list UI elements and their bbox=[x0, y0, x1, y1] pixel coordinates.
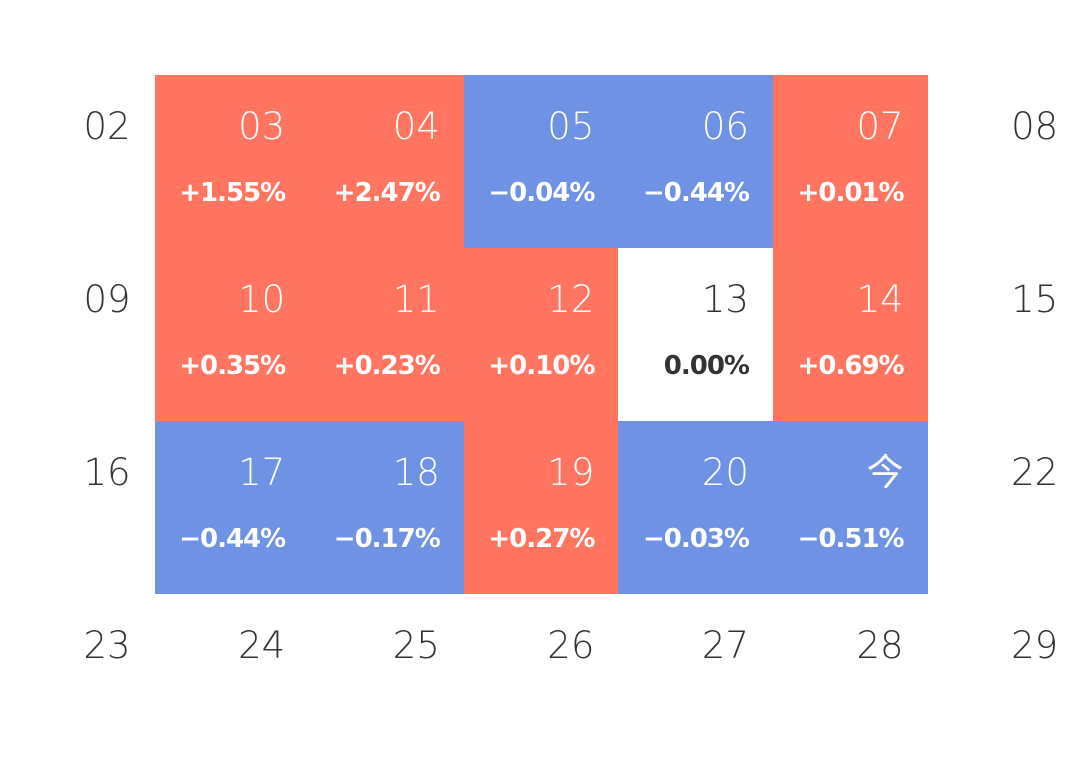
change-label: +2.47% bbox=[333, 178, 441, 208]
day-label: 24 bbox=[238, 624, 286, 667]
day-cell[interactable]: 05 −0.04% bbox=[463, 75, 619, 248]
day-cell[interactable]: 15 bbox=[928, 248, 1074, 421]
day-cell[interactable]: 23 bbox=[0, 594, 155, 767]
change-label: +0.35% bbox=[179, 351, 286, 381]
day-cell[interactable]: 13 0.00% bbox=[618, 248, 773, 421]
day-label: 14 bbox=[856, 278, 904, 321]
day-cell[interactable]: 14 +0.69% bbox=[773, 248, 928, 421]
day-cell[interactable]: 28 bbox=[773, 594, 928, 767]
day-cell[interactable]: 18 −0.17% bbox=[309, 421, 464, 594]
day-label: 27 bbox=[701, 624, 749, 667]
day-label: 06 bbox=[701, 105, 749, 148]
day-cell[interactable]: 17 −0.44% bbox=[154, 421, 310, 594]
day-cell[interactable]: 03 +1.55% bbox=[154, 75, 310, 248]
day-cell[interactable]: 16 bbox=[0, 421, 155, 594]
change-label: +0.23% bbox=[333, 351, 441, 381]
change-label: +0.10% bbox=[488, 351, 595, 381]
day-cell[interactable]: 10 +0.35% bbox=[154, 248, 310, 421]
change-label: +0.01% bbox=[797, 178, 905, 208]
change-label: +0.69% bbox=[797, 351, 905, 381]
day-label: 19 bbox=[547, 451, 595, 494]
day-label: 04 bbox=[392, 105, 440, 148]
day-label: 10 bbox=[238, 278, 286, 321]
day-label: 16 bbox=[83, 451, 131, 494]
day-label: 02 bbox=[83, 105, 131, 148]
change-label: +1.55% bbox=[179, 178, 286, 208]
day-cell[interactable]: 09 bbox=[0, 248, 155, 421]
day-cell[interactable]: 26 bbox=[464, 594, 619, 767]
day-label: 11 bbox=[392, 278, 440, 321]
day-label: 18 bbox=[392, 451, 440, 494]
day-cell[interactable]: 02 bbox=[0, 75, 155, 248]
day-cell[interactable]: 20 −0.03% bbox=[618, 421, 773, 594]
change-label: 0.00% bbox=[663, 351, 750, 381]
day-label: 15 bbox=[1011, 278, 1059, 321]
day-label: 09 bbox=[83, 278, 131, 321]
day-cell[interactable]: 27 bbox=[618, 594, 773, 767]
day-label: 28 bbox=[856, 624, 904, 667]
day-cell[interactable]: 08 bbox=[928, 75, 1074, 248]
day-label: 25 bbox=[392, 624, 440, 667]
day-cell[interactable]: 04 +2.47% bbox=[309, 75, 464, 248]
day-cell[interactable]: 今 −0.51% bbox=[773, 421, 928, 594]
day-cell[interactable]: 29 bbox=[928, 594, 1074, 767]
change-label: −0.51% bbox=[797, 524, 905, 554]
day-label: 20 bbox=[701, 451, 749, 494]
change-label: −0.44% bbox=[179, 524, 286, 554]
day-cell[interactable]: 12 +0.10% bbox=[463, 248, 619, 421]
change-label: −0.04% bbox=[488, 178, 595, 208]
day-label: 29 bbox=[1011, 624, 1059, 667]
day-cell[interactable]: 07 +0.01% bbox=[773, 75, 928, 248]
change-label: −0.44% bbox=[642, 178, 750, 208]
day-label: 05 bbox=[547, 105, 595, 148]
day-label: 13 bbox=[701, 278, 749, 321]
day-cell[interactable]: 19 +0.27% bbox=[463, 421, 619, 594]
day-label: 23 bbox=[83, 624, 131, 667]
day-cell[interactable]: 06 −0.44% bbox=[618, 75, 773, 248]
day-cell[interactable]: 25 bbox=[309, 594, 464, 767]
day-label: 17 bbox=[238, 451, 286, 494]
day-cell[interactable]: 11 +0.23% bbox=[309, 248, 464, 421]
day-label: 08 bbox=[1011, 105, 1059, 148]
day-label: 22 bbox=[1011, 451, 1059, 494]
day-cell[interactable]: 22 bbox=[928, 421, 1074, 594]
day-label: 03 bbox=[238, 105, 286, 148]
change-label: −0.03% bbox=[642, 524, 750, 554]
day-cell[interactable]: 24 bbox=[155, 594, 310, 767]
day-label: 今 bbox=[866, 451, 904, 494]
day-label: 26 bbox=[547, 624, 595, 667]
day-label: 12 bbox=[547, 278, 595, 321]
day-label: 07 bbox=[856, 105, 904, 148]
change-label: +0.27% bbox=[488, 524, 595, 554]
change-label: −0.17% bbox=[333, 524, 441, 554]
